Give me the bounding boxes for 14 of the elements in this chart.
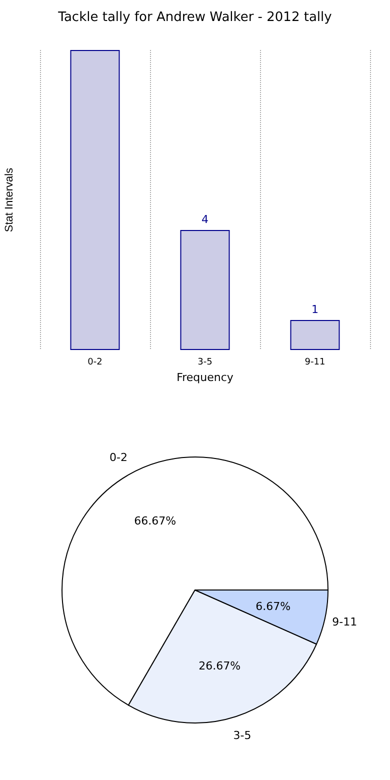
data-label: 4: [202, 213, 208, 226]
x-tick-label: 9-11: [304, 358, 326, 368]
slice-label: 9-11: [332, 615, 358, 628]
data-label: 26.67%: [198, 659, 241, 672]
data-label: 6.67%: [256, 600, 291, 614]
slice-label: 0-2: [110, 451, 128, 464]
x-tick-label: 0-2: [88, 358, 102, 368]
data-label: 1: [312, 303, 318, 316]
slice-label: 3-5: [233, 728, 252, 742]
chart-title: Tackle tally for Andrew Walker - 2012 tally: [57, 10, 332, 25]
data-label: 66.67%: [134, 514, 176, 528]
x-axis-title: Frequency: [176, 371, 234, 384]
x-tick-label: 3-5: [198, 358, 212, 368]
y-axis-title: Stat Intervals: [4, 167, 16, 232]
